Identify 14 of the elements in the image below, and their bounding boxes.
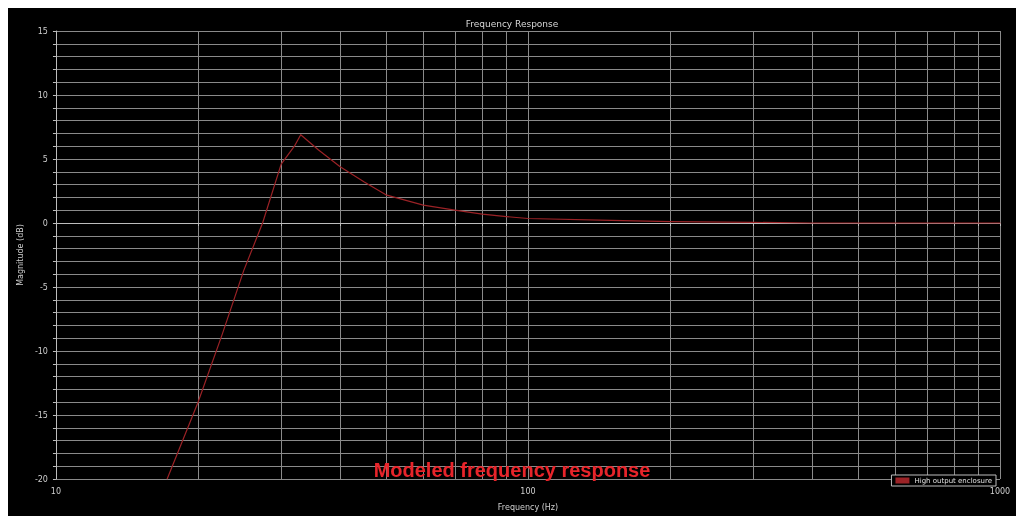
y-tick-label: -10: [34, 346, 48, 356]
y-tick-label: 0: [42, 218, 48, 228]
y-tick-label: -5: [39, 282, 48, 292]
x-tick-label: 10: [50, 486, 62, 496]
x-tick-label: 100: [520, 486, 536, 496]
y-tick-label: 5: [42, 154, 48, 164]
y-axis-title: Magnitude (dB): [15, 224, 25, 286]
chart-title: Frequency Response: [465, 18, 559, 29]
y-tick-label: -15: [34, 410, 48, 420]
x-tick-label: 1000: [989, 486, 1011, 496]
y-tick-label: 10: [37, 90, 48, 100]
y-tick-label: 15: [37, 26, 48, 36]
x-axis-title: Frequency (Hz): [497, 502, 559, 512]
y-tick-label: -20: [34, 474, 48, 484]
